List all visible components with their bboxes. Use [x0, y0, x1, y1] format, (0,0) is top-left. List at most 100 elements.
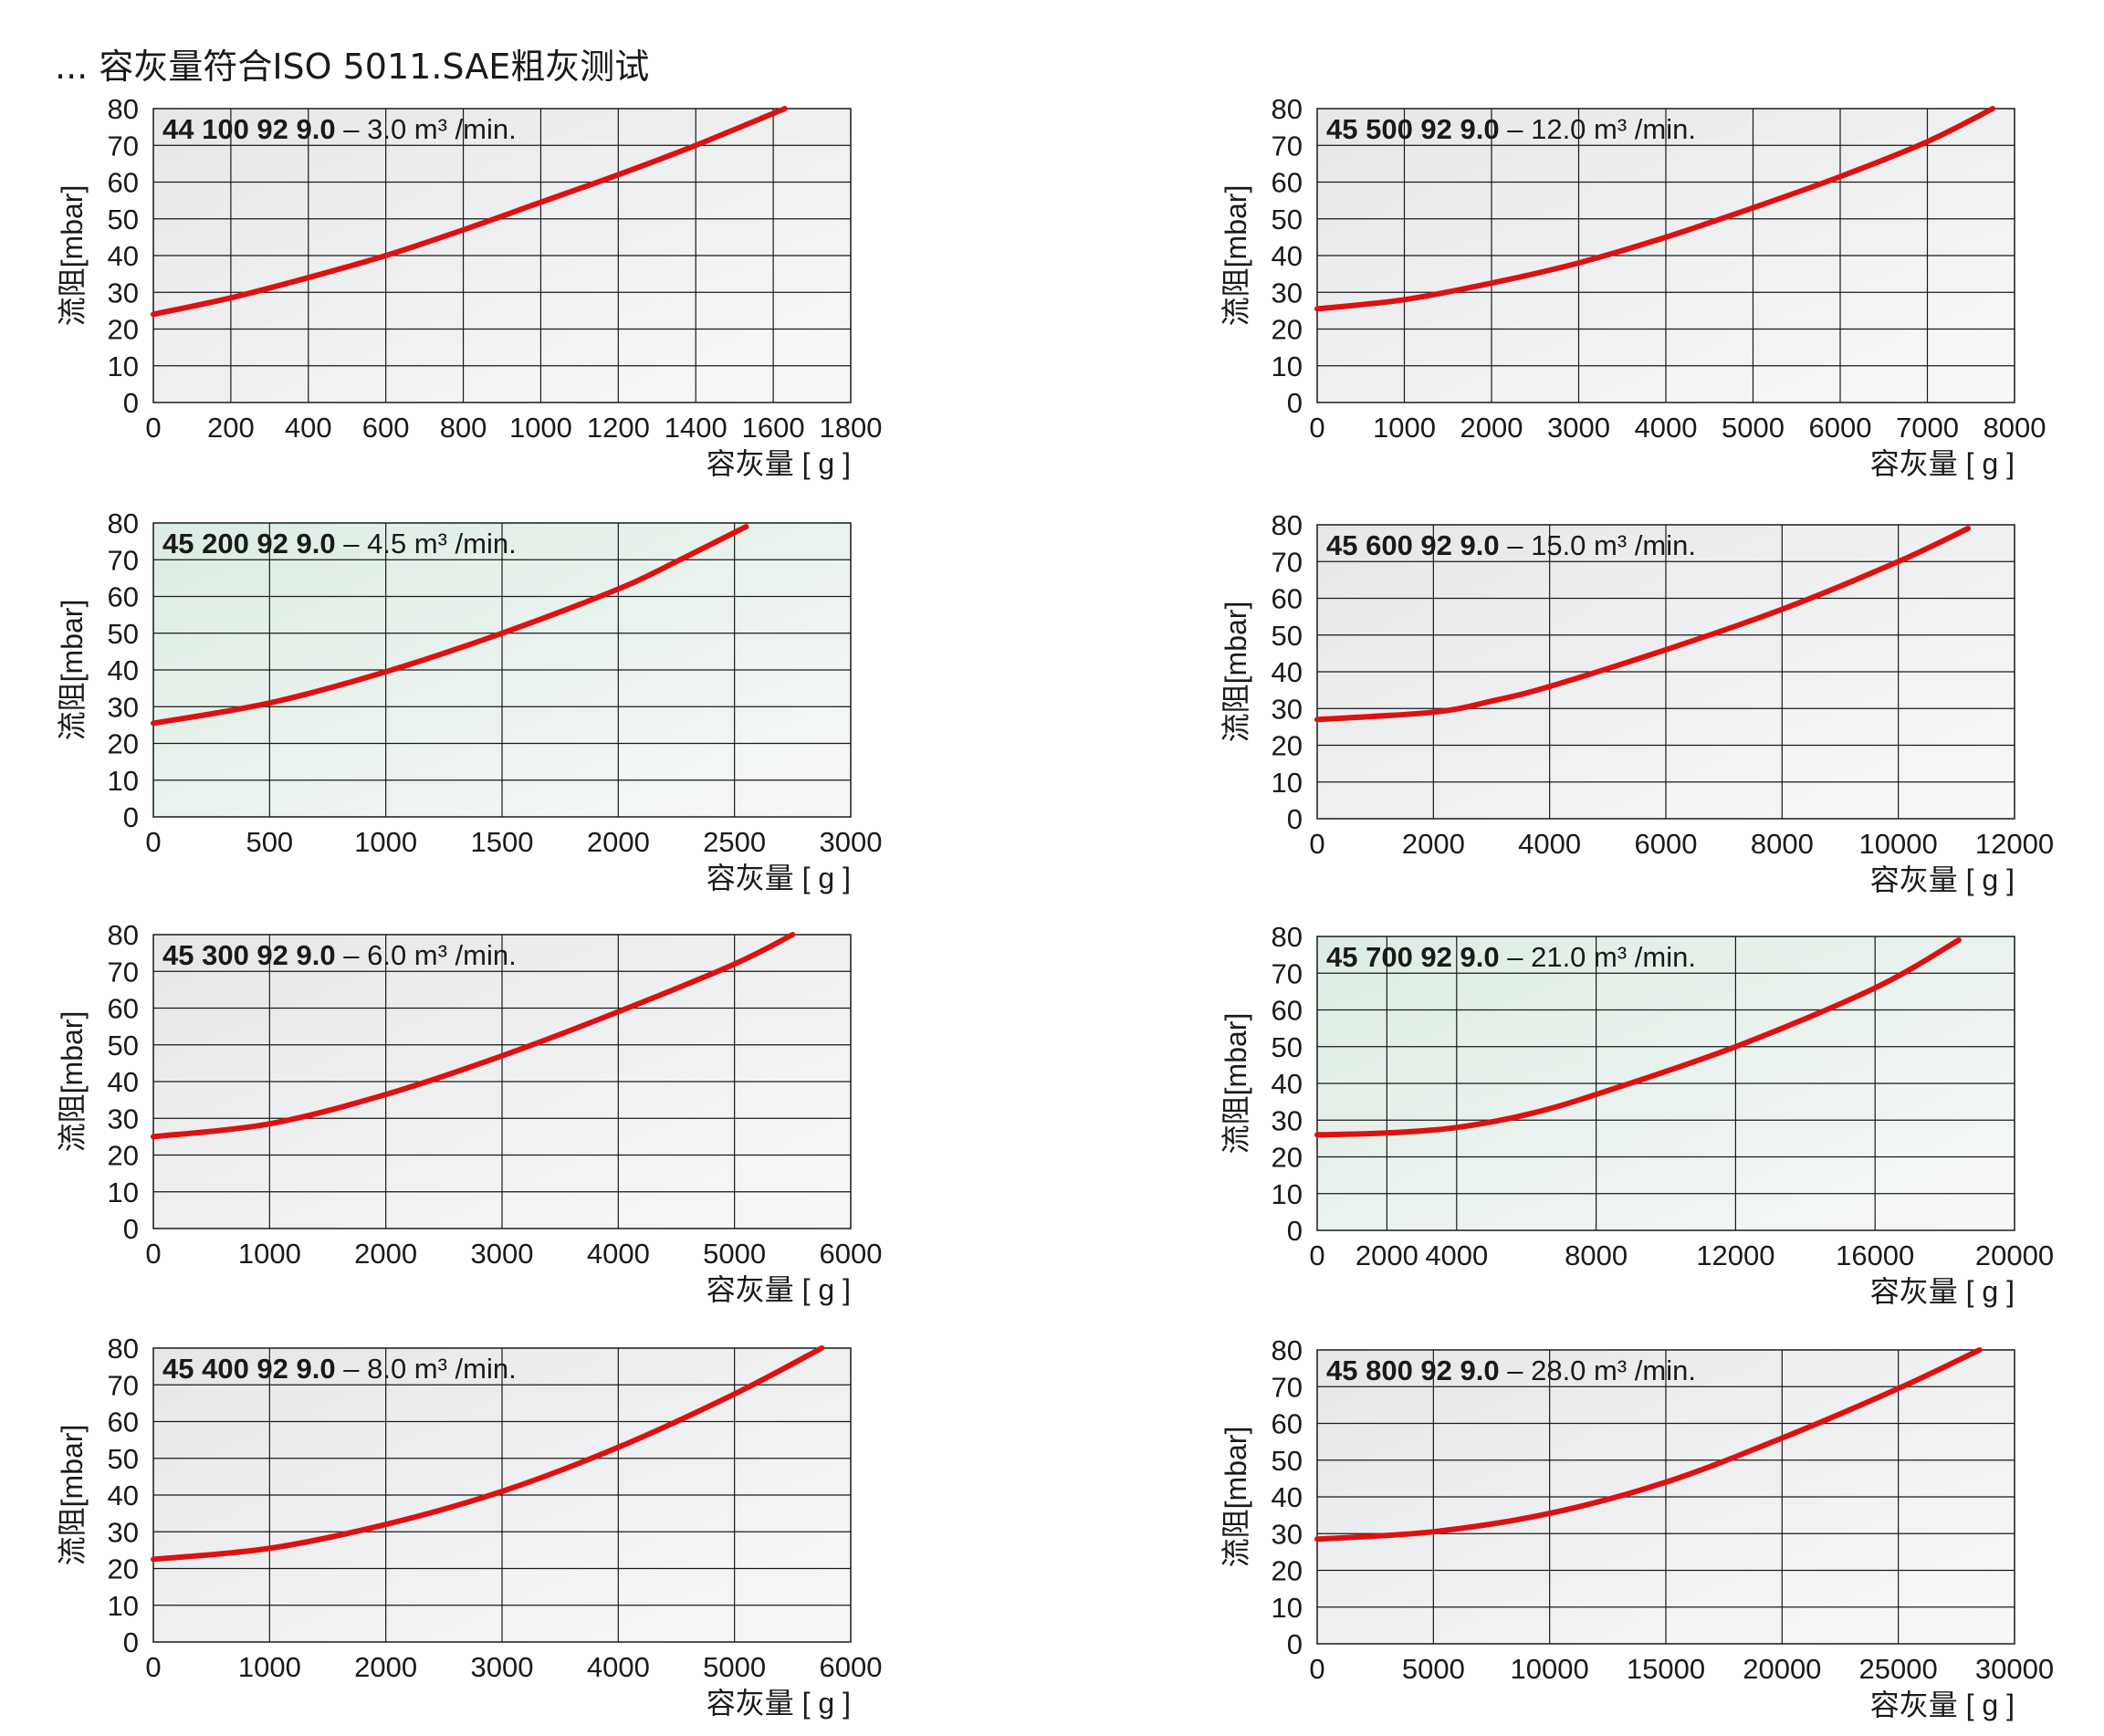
- y-tick-label: 0: [123, 387, 139, 419]
- x-tick-label: 2000: [1356, 1239, 1418, 1271]
- plot-frame: [152, 522, 852, 818]
- y-tick-label: 0: [123, 1626, 139, 1658]
- x-tick-label: 3000: [820, 826, 883, 858]
- x-tick-label: 20000: [1975, 1239, 2054, 1271]
- series-line: [151, 932, 796, 1140]
- x-tick-label: 15000: [1627, 1653, 1705, 1685]
- y-axis-label: 流阻[mbar]: [56, 600, 89, 741]
- y-tick-label: 0: [1287, 387, 1303, 419]
- flow-rate: – 6.0 m³ /min.: [336, 939, 517, 971]
- x-tick-label: 5000: [1402, 1653, 1465, 1685]
- y-tick-label: 10: [1272, 350, 1303, 382]
- y-axis-label: 流阻[mbar]: [56, 1011, 89, 1153]
- y-tick-label: 20: [1272, 314, 1303, 346]
- flow-rate: – 28.0 m³ /min.: [1500, 1354, 1696, 1386]
- y-tick-label: 30: [108, 277, 139, 309]
- y-tick-label: 40: [1272, 240, 1303, 272]
- y-tick-label: 0: [123, 801, 139, 833]
- x-axis-label: 容灰量 [ g ]: [1870, 1275, 2015, 1308]
- y-tick-label: 0: [1287, 1215, 1303, 1247]
- y-tick-label: 20: [108, 1140, 139, 1172]
- y-tick-label: 60: [1272, 167, 1303, 199]
- x-tick-label: 25000: [1859, 1653, 1938, 1685]
- y-tick-label: 50: [108, 204, 139, 235]
- x-tick-label: 0: [1309, 412, 1324, 444]
- y-tick-label: 60: [108, 581, 139, 613]
- y-tick-label: 30: [108, 1516, 139, 1548]
- chart-45700929.0: 0 10 20 30 40 50 60 70 80 0 2000 4000 8000 12000 16000…: [1208, 921, 2057, 1318]
- x-tick-label: 1400: [665, 412, 728, 444]
- y-tick-label: 70: [108, 956, 139, 988]
- x-tick-label: 10000: [1859, 828, 1938, 860]
- x-tick-label: 400: [285, 412, 332, 444]
- x-tick-label: 3000: [1547, 412, 1610, 444]
- series-line: [1314, 106, 1996, 312]
- chart-45600929.0: 0 10 20 30 40 50 60 70 80 0 2000 4000 6000 8000 10000 1…: [1208, 509, 2057, 906]
- y-tick-label: 30: [1272, 1518, 1303, 1550]
- flow-rate: – 4.5 m³ /min.: [336, 528, 517, 559]
- x-tick-label: 5000: [703, 1238, 766, 1270]
- y-tick-label: 80: [1272, 1339, 1303, 1366]
- x-tick-label: 0: [145, 1238, 161, 1270]
- y-tick-label: 50: [1272, 204, 1303, 235]
- x-tick-label: 1200: [587, 412, 650, 444]
- series-line: [1314, 526, 1972, 723]
- x-tick-label: 1500: [471, 826, 534, 858]
- y-axis-label: 流阻[mbar]: [1219, 185, 1252, 327]
- model-number: 45 800 92 9.0: [1326, 1354, 1500, 1386]
- model-number: 45 700 92 9.0: [1326, 941, 1500, 973]
- chart-45200929.0: 0 10 20 30 40 50 60 70 80 0 500 1000 1500 2000 2500 300…: [44, 507, 893, 905]
- y-tick-label: 50: [1272, 1445, 1303, 1477]
- y-tick-label: 30: [108, 691, 139, 723]
- model-label: 45 800 92 9.0 – 28.0 m³ /min.: [1326, 1354, 1696, 1386]
- model-number: 45 500 92 9.0: [1326, 113, 1500, 145]
- model-label: 45 600 92 9.0 – 15.0 m³ /min.: [1326, 529, 1696, 561]
- chart-45300929.0: 0 10 20 30 40 50 60 70 80 0 1000 2000 3000 4000 5000 60…: [44, 919, 893, 1316]
- chart-44100929.0: 0 10 20 30 40 50 60 70 80 0 200 400 600 800 1000 1200 14…: [44, 93, 893, 490]
- y-tick-label: 50: [108, 1443, 139, 1475]
- model-number: 45 200 92 9.0: [162, 528, 336, 559]
- y-tick-label: 50: [108, 618, 139, 650]
- x-tick-label: 0: [1309, 1653, 1324, 1685]
- x-tick-label: 4000: [1635, 412, 1698, 444]
- x-axis-label: 容灰量 [ g ]: [707, 1687, 851, 1720]
- plot-frame: [152, 108, 852, 403]
- y-tick-label: 60: [1272, 1408, 1303, 1440]
- x-tick-label: 0: [145, 1651, 161, 1683]
- x-tick-label: 7000: [1896, 412, 1959, 444]
- plot-frame: [1316, 524, 2015, 820]
- x-tick-label: 20000: [1743, 1653, 1821, 1685]
- y-tick-label: 20: [108, 314, 139, 346]
- model-label: 45 300 92 9.0 – 6.0 m³ /min.: [162, 939, 517, 971]
- y-tick-label: 20: [1272, 730, 1303, 762]
- y-tick-label: 50: [108, 1030, 139, 1061]
- y-axis-label: 流阻[mbar]: [1219, 601, 1252, 743]
- x-tick-label: 30000: [1975, 1653, 2054, 1685]
- x-tick-label: 6000: [1809, 412, 1872, 444]
- flow-rate: – 3.0 m³ /min.: [336, 113, 517, 145]
- y-tick-label: 60: [1272, 583, 1303, 615]
- x-tick-label: 2000: [1460, 412, 1523, 444]
- x-tick-label: 4000: [1518, 828, 1581, 860]
- plot-frame: [1316, 108, 2015, 403]
- y-tick-label: 0: [1287, 803, 1303, 835]
- y-tick-label: 30: [1272, 1104, 1303, 1136]
- y-tick-label: 80: [108, 512, 139, 539]
- x-axis-label: 容灰量 [ g ]: [707, 447, 851, 480]
- y-tick-label: 70: [1272, 546, 1303, 578]
- y-tick-label: 80: [108, 98, 139, 125]
- y-tick-label: 40: [108, 240, 139, 272]
- y-tick-label: 10: [108, 350, 139, 382]
- x-tick-label: 2500: [703, 826, 766, 858]
- x-tick-label: 6000: [1635, 828, 1698, 860]
- y-tick-label: 20: [108, 728, 139, 760]
- y-tick-label: 40: [108, 1480, 139, 1511]
- x-tick-label: 2000: [354, 1651, 417, 1683]
- x-tick-label: 16000: [1836, 1239, 1914, 1271]
- x-tick-label: 8000: [1984, 412, 2046, 444]
- series-line: [1314, 1347, 1983, 1543]
- x-tick-label: 1000: [238, 1651, 301, 1683]
- y-tick-label: 80: [108, 1337, 139, 1365]
- x-tick-label: 6000: [820, 1238, 883, 1270]
- series-line: [1314, 937, 1962, 1138]
